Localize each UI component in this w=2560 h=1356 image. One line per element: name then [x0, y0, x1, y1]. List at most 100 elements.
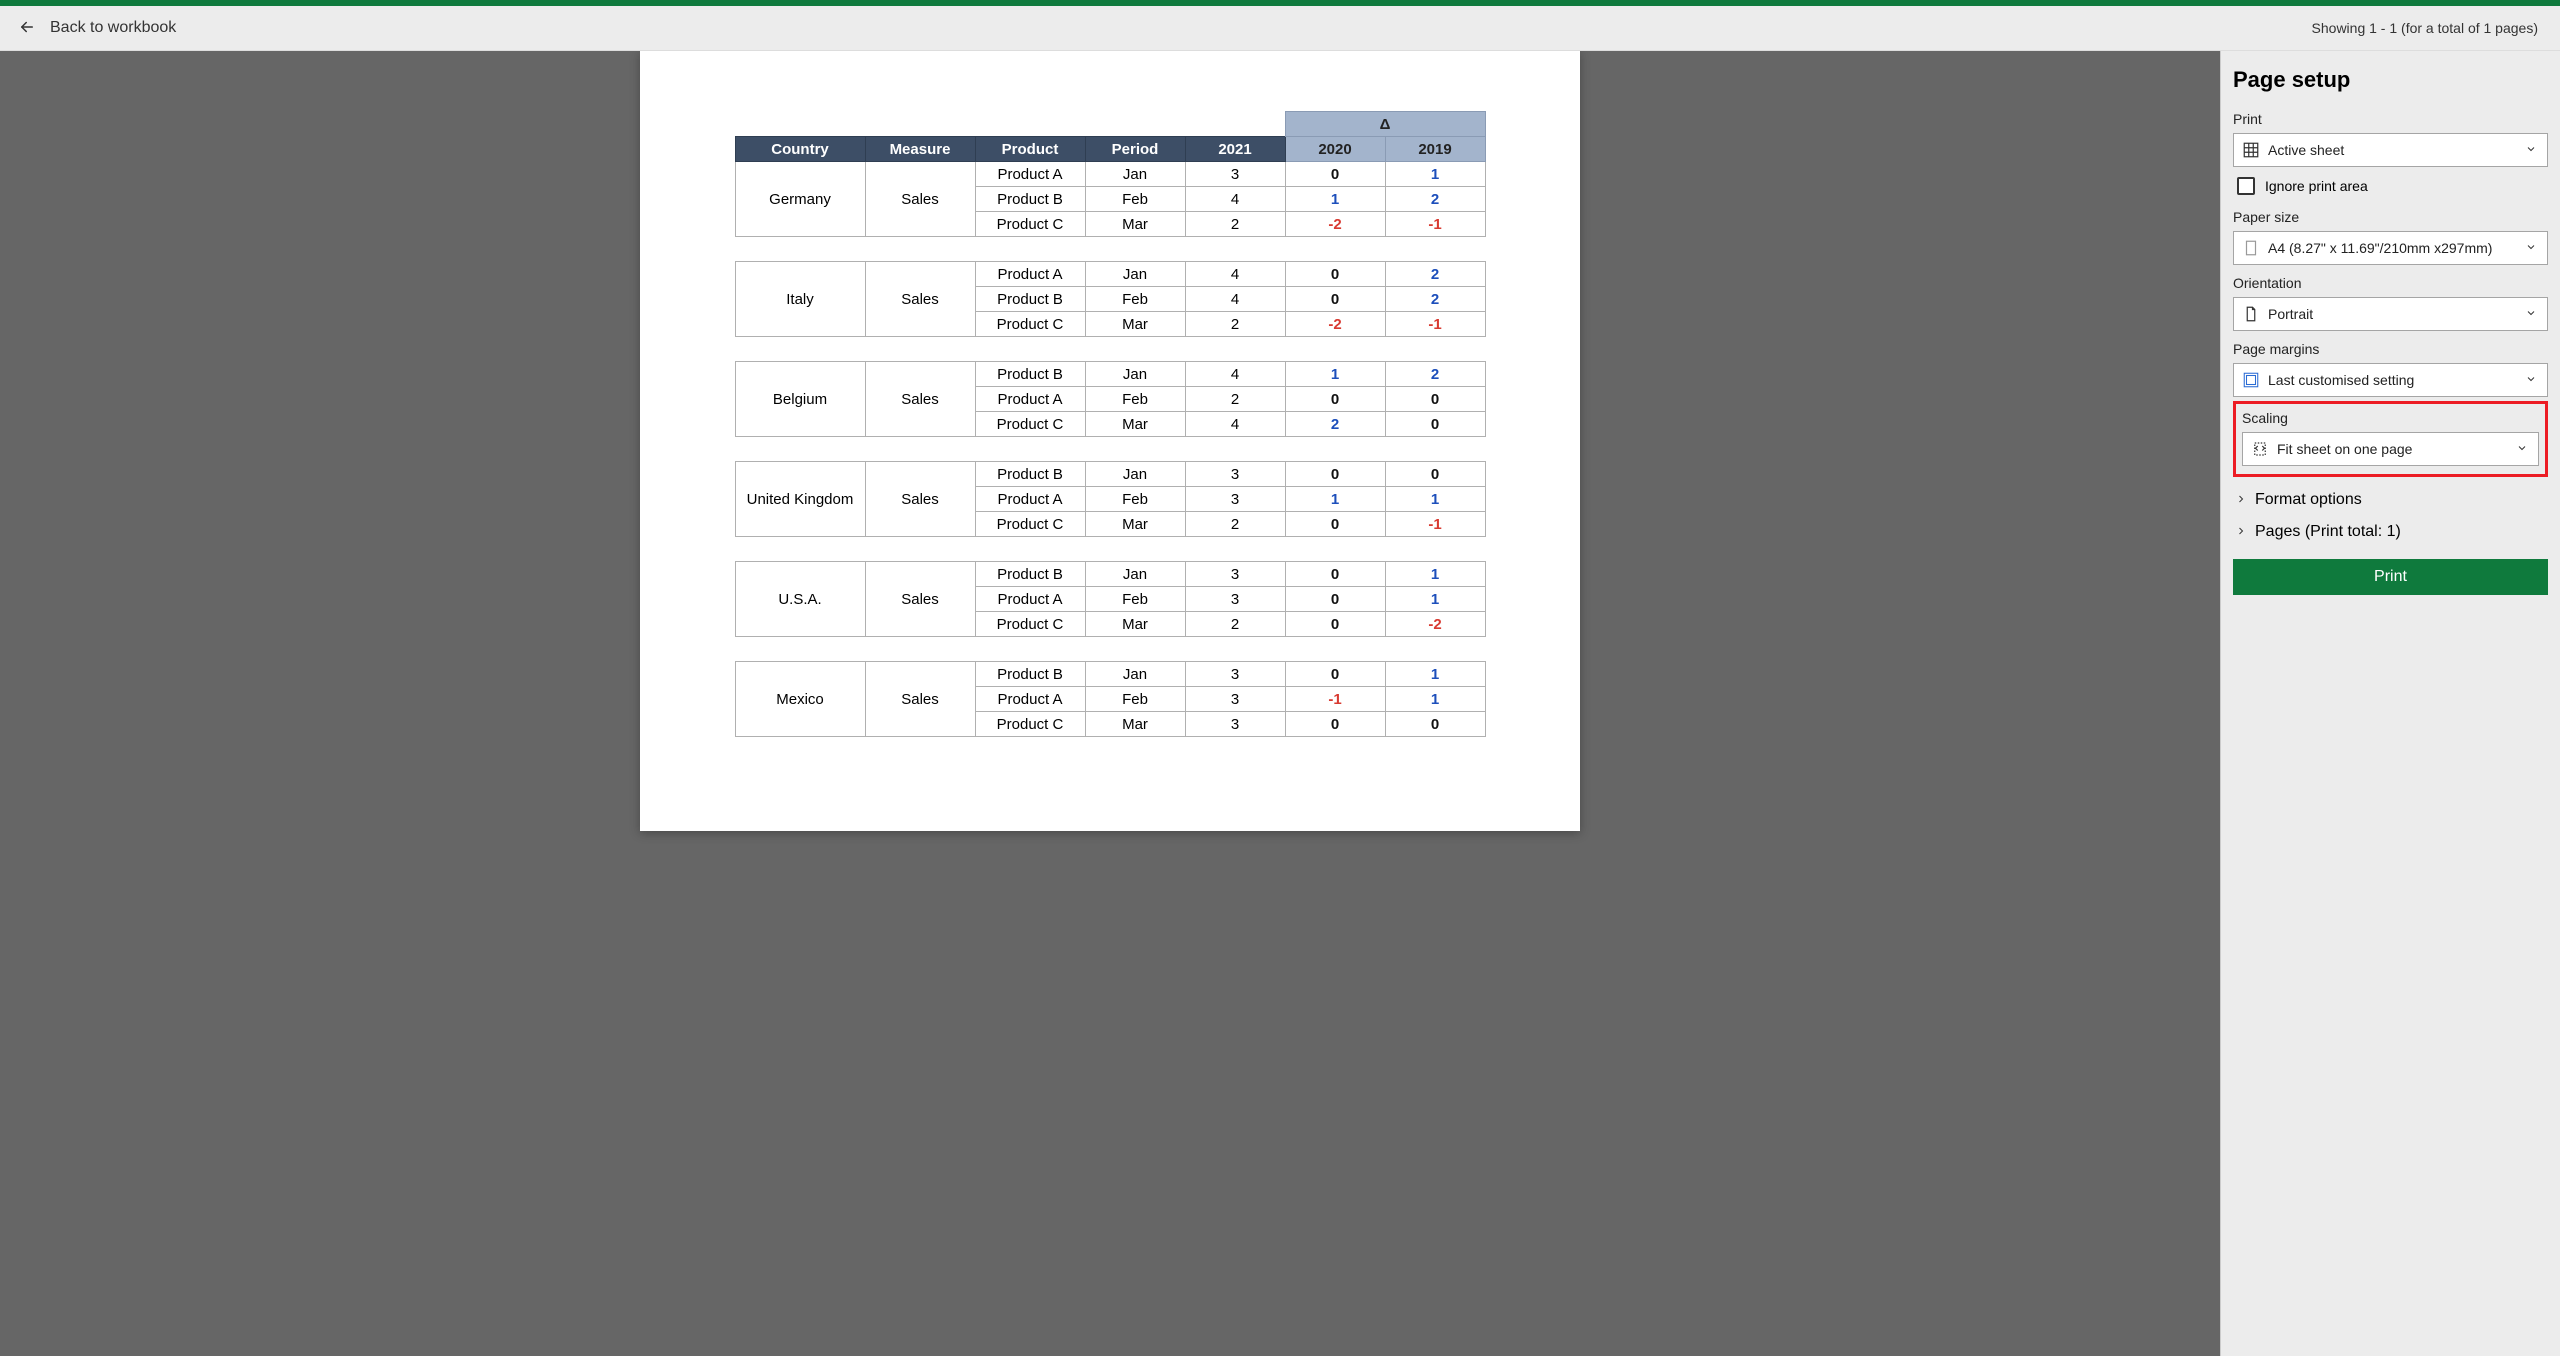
chevron-right-icon [2235, 492, 2247, 508]
cell-country: U.S.A. [735, 562, 865, 637]
cell-2020: 0 [1285, 587, 1385, 612]
table-row: ItalySalesProduct AJan402 [735, 262, 1485, 287]
header-y2021: 2021 [1185, 137, 1285, 162]
cell-measure: Sales [865, 662, 975, 737]
scaling-dropdown[interactable]: Fit sheet on one page [2242, 432, 2539, 466]
chevron-down-icon [2525, 306, 2537, 322]
cell-2020: 0 [1285, 462, 1385, 487]
cell-2021: 2 [1185, 387, 1285, 412]
table-row: BelgiumSalesProduct BJan412 [735, 362, 1485, 387]
scaling-highlight: Scaling Fit sheet on one page [2233, 401, 2548, 477]
cell-2021: 3 [1185, 687, 1285, 712]
group-gap [735, 437, 1485, 462]
table-row: U.S.A.SalesProduct BJan301 [735, 562, 1485, 587]
back-to-workbook-button[interactable]: Back to workbook [18, 18, 176, 39]
cell-2019: 0 [1385, 387, 1485, 412]
pages-label: Pages (Print total: 1) [2255, 523, 2401, 541]
print-what-dropdown[interactable]: Active sheet [2233, 133, 2548, 167]
cell-2020: 2 [1285, 412, 1385, 437]
cell-2019: -2 [1385, 612, 1485, 637]
cell-2021: 2 [1185, 512, 1285, 537]
cell-2021: 4 [1185, 262, 1285, 287]
format-options-label: Format options [2255, 491, 2362, 509]
cell-2020: -2 [1285, 212, 1385, 237]
cell-period: Feb [1085, 287, 1185, 312]
page-icon [2242, 239, 2260, 257]
cell-product: Product B [975, 662, 1085, 687]
margins-label: Page margins [2233, 341, 2548, 357]
chevron-down-icon [2525, 240, 2537, 256]
header-country: Country [735, 137, 865, 162]
cell-2021: 2 [1185, 212, 1285, 237]
margins-dropdown[interactable]: Last customised setting [2233, 363, 2548, 397]
cell-period: Jan [1085, 262, 1185, 287]
cell-2019: 0 [1385, 412, 1485, 437]
cell-2019: 2 [1385, 262, 1485, 287]
cell-2019: 2 [1385, 187, 1485, 212]
paper-size-dropdown[interactable]: A4 (8.27" x 11.69"/210mm x297mm) [2233, 231, 2548, 265]
cell-product: Product A [975, 162, 1085, 187]
cell-period: Feb [1085, 187, 1185, 212]
page-setup-panel: Page setup Print Active sheet Ignore pri… [2220, 51, 2560, 1356]
cell-period: Mar [1085, 612, 1185, 637]
cell-period: Jan [1085, 162, 1185, 187]
cell-2019: 2 [1385, 287, 1485, 312]
ignore-print-area-row[interactable]: Ignore print area [2237, 177, 2548, 195]
cell-2019: 2 [1385, 362, 1485, 387]
scaling-label: Scaling [2242, 410, 2539, 426]
cell-period: Jan [1085, 462, 1185, 487]
cell-2021: 3 [1185, 487, 1285, 512]
chevron-down-icon [2525, 372, 2537, 388]
print-button[interactable]: Print [2233, 559, 2548, 595]
cell-period: Jan [1085, 662, 1185, 687]
header-y2019: 2019 [1385, 137, 1485, 162]
cell-2021: 3 [1185, 562, 1285, 587]
chevron-down-icon [2516, 441, 2528, 457]
cell-2021: 2 [1185, 312, 1285, 337]
cell-product: Product A [975, 262, 1085, 287]
cell-country: United Kingdom [735, 462, 865, 537]
group-gap [735, 637, 1485, 662]
cell-product: Product A [975, 587, 1085, 612]
format-options-expander[interactable]: Format options [2235, 491, 2548, 509]
pages-expander[interactable]: Pages (Print total: 1) [2235, 523, 2548, 541]
cell-period: Mar [1085, 712, 1185, 737]
cell-2020: -2 [1285, 312, 1385, 337]
cell-2019: 1 [1385, 587, 1485, 612]
cell-2021: 3 [1185, 462, 1285, 487]
cell-product: Product C [975, 612, 1085, 637]
cell-2020: 0 [1285, 162, 1385, 187]
print-what-value: Active sheet [2268, 142, 2539, 158]
cell-2020: 0 [1285, 612, 1385, 637]
cell-measure: Sales [865, 562, 975, 637]
cell-2019: 1 [1385, 487, 1485, 512]
cell-product: Product C [975, 712, 1085, 737]
orientation-dropdown[interactable]: Portrait [2233, 297, 2548, 331]
cell-country: Mexico [735, 662, 865, 737]
cell-country: Germany [735, 162, 865, 237]
cell-product: Product B [975, 462, 1085, 487]
cell-2020: 0 [1285, 262, 1385, 287]
cell-product: Product C [975, 512, 1085, 537]
cell-period: Mar [1085, 212, 1185, 237]
scaling-value: Fit sheet on one page [2277, 441, 2530, 457]
cell-product: Product A [975, 687, 1085, 712]
cell-product: Product C [975, 412, 1085, 437]
cell-2021: 3 [1185, 587, 1285, 612]
cell-product: Product B [975, 187, 1085, 212]
cell-period: Feb [1085, 587, 1185, 612]
table-head: ΔCountryMeasureProductPeriod202120202019 [735, 112, 1485, 162]
cell-period: Mar [1085, 312, 1185, 337]
page-status: Showing 1 - 1 (for a total of 1 pages) [2312, 20, 2538, 36]
cell-2019: 0 [1385, 712, 1485, 737]
paper-size-value: A4 (8.27" x 11.69"/210mm x297mm) [2268, 240, 2539, 256]
chevron-right-icon [2235, 524, 2247, 540]
cell-period: Feb [1085, 387, 1185, 412]
fit-page-icon [2251, 440, 2269, 458]
header-measure: Measure [865, 137, 975, 162]
cell-period: Mar [1085, 412, 1185, 437]
table-body: GermanySalesProduct AJan301Product BFeb4… [735, 162, 1485, 737]
ignore-print-area-checkbox[interactable] [2237, 177, 2255, 195]
ignore-print-area-label: Ignore print area [2265, 178, 2368, 194]
orientation-label: Orientation [2233, 275, 2548, 291]
